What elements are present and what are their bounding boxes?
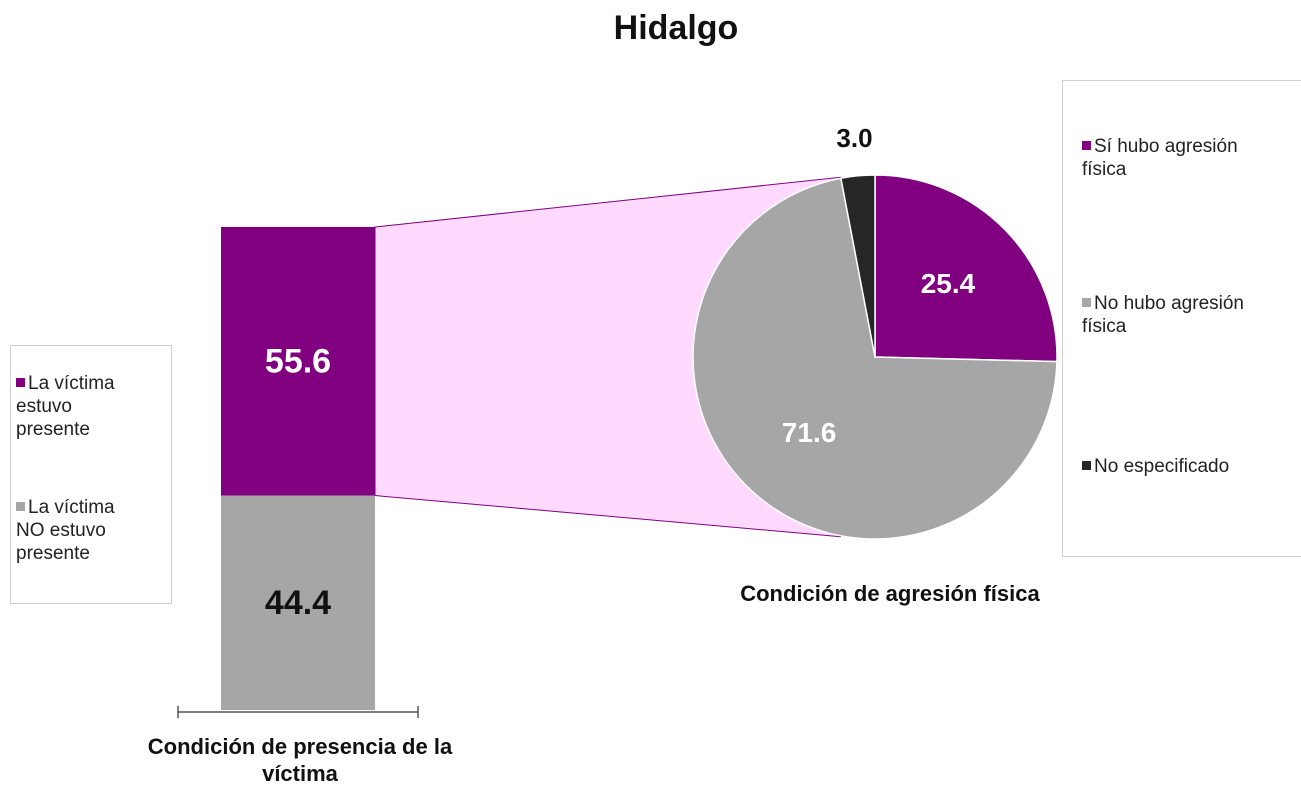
legend-item: No hubo agresión física: [1082, 292, 1287, 338]
bar-segment: [221, 227, 375, 496]
pie-slice: [874, 174, 1058, 363]
data-label: 25.4: [921, 268, 976, 299]
pie-slice: [840, 174, 876, 358]
legend-swatch: [16, 502, 25, 511]
legend-item: No especificado: [1082, 455, 1287, 478]
legend-label: No hubo agresión física: [1082, 293, 1244, 337]
legend-label: La víctima estuvo presente: [16, 373, 115, 440]
x-axis-label: Condición de presencia de la víctima: [147, 734, 453, 786]
legend-swatch: [1082, 141, 1091, 150]
data-label: 55.6: [265, 342, 331, 380]
pie-slice: [692, 177, 1058, 540]
legend-swatch: [1082, 461, 1091, 470]
legend-item: La víctima NO estuvo presente: [16, 496, 136, 565]
legend-item: La víctima estuvo presente: [16, 372, 136, 441]
legend-left: [10, 345, 172, 604]
legend-label: No especificado: [1094, 456, 1230, 477]
legend-item: Sí hubo agresión física: [1082, 135, 1287, 181]
legend-label: Sí hubo agresión física: [1082, 136, 1238, 180]
legend-label: La víctima NO estuvo presente: [16, 497, 115, 564]
legend-swatch: [16, 378, 25, 387]
x-axis-label: Condición de agresión física: [740, 581, 1040, 606]
legend-right: [1062, 80, 1301, 557]
data-label: 44.4: [265, 584, 331, 622]
bar-segment: [221, 495, 375, 710]
data-label: 71.6: [782, 417, 837, 448]
legend-swatch: [1082, 298, 1091, 307]
chart-title: Hidalgo: [614, 9, 739, 47]
data-label: 3.0: [836, 123, 872, 153]
